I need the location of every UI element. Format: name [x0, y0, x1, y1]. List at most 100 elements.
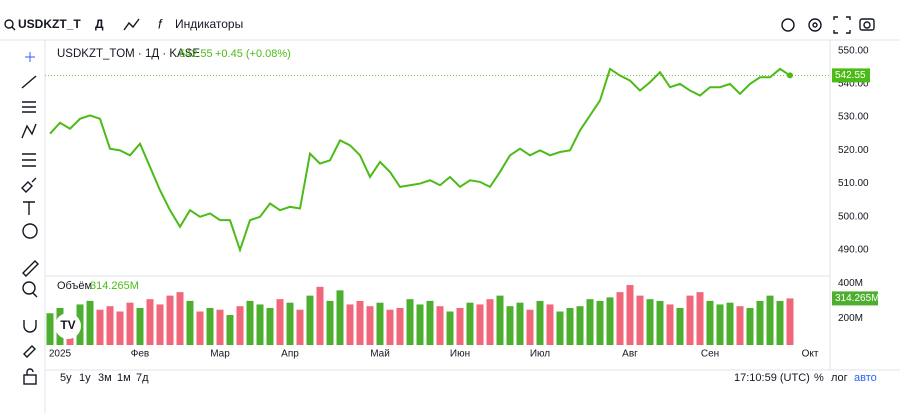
volume-bar	[436, 306, 444, 345]
price-badge	[832, 68, 870, 83]
x-tick-label: Июн	[450, 349, 470, 360]
top-right-icons[interactable]	[781, 16, 875, 34]
symbol: USDKZT_T	[18, 17, 81, 31]
volume-bar	[476, 304, 484, 345]
volume-bar	[96, 309, 104, 345]
volume-bar	[156, 304, 164, 345]
log-toggle[interactable]: лог	[831, 372, 848, 384]
volume-bar	[256, 304, 264, 345]
x-tick-label: Сен	[701, 349, 719, 360]
price-badge-label: 542.55	[835, 70, 866, 81]
volume-bar	[136, 307, 144, 345]
indicators-button[interactable]: Индикаторы	[175, 17, 243, 31]
volume-bar	[286, 302, 294, 345]
x-tick-label: Апр	[281, 349, 299, 360]
price-tick-label: 490.00	[838, 245, 869, 256]
volume-bar	[46, 313, 54, 345]
volume-bar	[586, 299, 594, 345]
volume-bar	[456, 307, 464, 345]
volume-bar	[266, 307, 274, 345]
last-point	[787, 72, 793, 79]
volume-bar	[86, 300, 94, 345]
range-button[interactable]: 1у	[79, 372, 91, 384]
price-line	[49, 67, 791, 254]
range-button[interactable]: 3м	[98, 372, 112, 384]
volume-bar	[396, 307, 404, 345]
interval[interactable]: Д	[95, 17, 104, 31]
volume-bar	[196, 311, 204, 345]
volume-bar	[276, 299, 284, 345]
volume-bar	[756, 300, 764, 345]
x-tick-label: Июл	[530, 349, 550, 360]
percent-toggle[interactable]: %	[814, 372, 824, 384]
volume-bar	[786, 298, 794, 345]
volume-bar	[376, 302, 384, 345]
x-tick-label: Фев	[131, 349, 149, 360]
chart-type-icon[interactable]	[123, 18, 140, 31]
volume-bar	[386, 309, 394, 345]
volume-bar	[696, 292, 704, 345]
volume-bar	[216, 309, 224, 345]
volume-tick-label: 400M	[838, 278, 863, 289]
volume-bar	[246, 300, 254, 345]
volume-tick-label: 200M	[838, 313, 863, 324]
volume-bar	[566, 307, 574, 345]
volume-bar	[326, 300, 334, 345]
volume-bar	[576, 306, 584, 345]
fx-icon: f	[158, 16, 163, 31]
volume-bar	[776, 300, 784, 345]
volume-bar	[126, 302, 134, 345]
symbol-search[interactable]: USDKZT_T	[4, 17, 81, 31]
volume-bar	[406, 299, 414, 345]
x-tick-label: 2025	[49, 349, 72, 360]
volume-bar	[146, 299, 154, 345]
volume-bar	[626, 285, 634, 345]
range-button[interactable]: 5у	[60, 372, 72, 384]
clock: 17:10:59 (UTC)	[734, 372, 810, 384]
volume-badge-label: 314.265M	[835, 293, 879, 304]
volume-bar	[106, 306, 114, 345]
x-tick-label: Май	[370, 349, 390, 360]
volume-bar	[236, 306, 244, 345]
drawing-tools[interactable]	[21, 52, 39, 385]
price-tick-label: 500.00	[838, 211, 869, 222]
volume-bar	[676, 307, 684, 345]
price-change: +0.45 (+0.08%)	[215, 48, 291, 60]
volume-bar	[556, 311, 564, 345]
volume-bar	[616, 292, 624, 345]
price-tick-label: 510.00	[838, 178, 869, 189]
price-tick-label: 550.00	[838, 45, 869, 56]
volume-bar	[496, 295, 504, 345]
volume-bar	[706, 300, 714, 345]
volume-bar	[446, 311, 454, 345]
volume-bar	[736, 306, 744, 345]
volume-bar	[646, 299, 654, 345]
price-tick-label: 540.00	[838, 79, 869, 90]
volume-bar	[116, 311, 124, 345]
volume-bar	[656, 300, 664, 345]
last-price: 542.55	[179, 48, 213, 60]
volume-bar	[166, 295, 174, 345]
volume-bar	[526, 309, 534, 345]
volume-bar	[636, 295, 644, 345]
volume-bar	[356, 300, 364, 345]
volume-bar	[296, 309, 304, 345]
chart-title: USDKZT_TOM · 1Д · KASE	[57, 48, 200, 60]
volume-bar	[346, 304, 354, 345]
volume-bar	[206, 307, 214, 345]
volume-bar	[416, 304, 424, 345]
x-tick-label: Мар	[210, 349, 230, 360]
volume-bar	[186, 300, 194, 345]
volume-bar	[486, 299, 494, 345]
volume-bar	[546, 304, 554, 345]
range-button[interactable]: 7д	[136, 372, 149, 384]
volume-bar	[516, 302, 524, 345]
logo: TV	[60, 318, 75, 332]
volume-bar	[466, 302, 474, 345]
range-button[interactable]: 1м	[117, 372, 131, 384]
volume-bar	[226, 315, 234, 345]
volume-title: Объём	[57, 280, 92, 292]
volume-bar	[306, 295, 314, 345]
auto-toggle[interactable]: авто	[854, 372, 877, 384]
